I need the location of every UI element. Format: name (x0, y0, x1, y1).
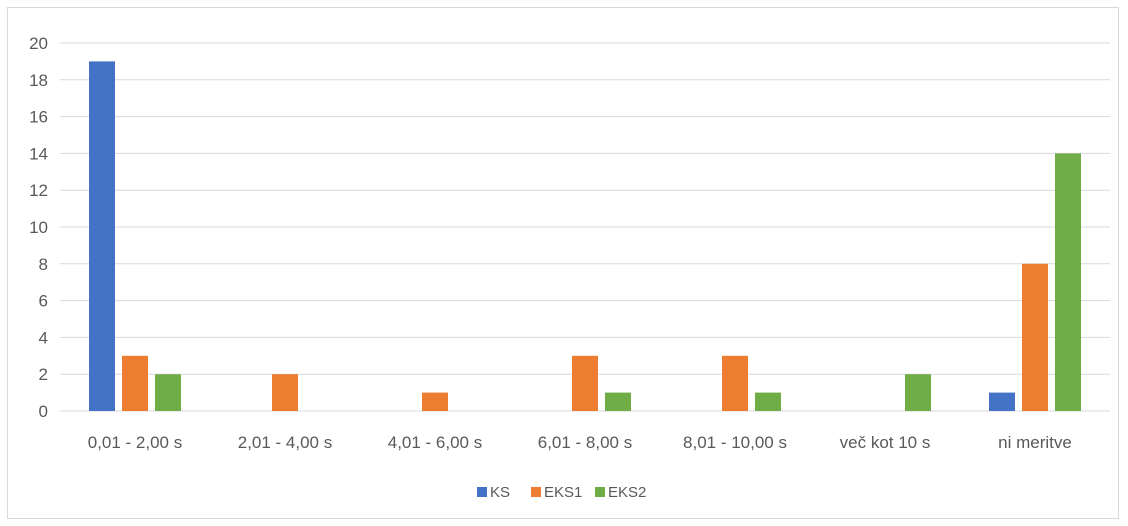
y-tick-label: 2 (39, 365, 48, 384)
bar-eks2-4 (755, 392, 781, 411)
bar-ks-6 (989, 392, 1015, 411)
gridlines (60, 42, 1110, 412)
bar-eks1-4 (722, 355, 748, 411)
x-axis-ticks: 0,01 - 2,00 s 2,01 - 4,00 s 4,01 - 6,00 s 6… (88, 433, 1072, 452)
x-tick-label: ni meritve (998, 433, 1072, 452)
bar-eks1-2 (422, 392, 448, 411)
y-tick-label: 16 (29, 108, 48, 127)
x-tick-label: 0,01 - 2,00 s (88, 433, 183, 452)
bar-eks1-0 (122, 355, 148, 411)
y-axis-ticks: 0 2 4 6 8 10 12 14 16 18 20 (29, 34, 48, 421)
legend-swatch-eks2 (595, 487, 605, 497)
bar-eks2-3 (605, 392, 631, 411)
bar-eks1-1 (272, 374, 298, 411)
y-tick-label: 12 (29, 181, 48, 200)
bar-eks2-5 (905, 374, 931, 411)
bar-eks2-6 (1055, 153, 1081, 411)
bar-eks1-3 (572, 355, 598, 411)
legend-swatch-ks (477, 487, 487, 497)
x-tick-label: več kot 10 s (840, 433, 931, 452)
y-tick-label: 14 (29, 144, 48, 163)
bar-eks2-0 (155, 374, 181, 411)
bars (89, 61, 1081, 412)
x-tick-label: 6,01 - 8,00 s (538, 433, 633, 452)
x-tick-label: 2,01 - 4,00 s (238, 433, 333, 452)
x-tick-label: 8,01 - 10,00 s (683, 433, 787, 452)
bar-ks-0 (89, 61, 115, 412)
x-tick-label: 4,01 - 6,00 s (388, 433, 483, 452)
y-tick-label: 6 (39, 292, 48, 311)
y-tick-label: 18 (29, 71, 48, 90)
legend-label-eks2: EKS2 (608, 484, 646, 501)
legend-label-eks1: EKS1 (544, 484, 582, 501)
y-tick-label: 4 (39, 328, 48, 347)
legend-label-ks: KS (490, 484, 510, 501)
y-tick-label: 20 (29, 34, 48, 53)
y-tick-label: 8 (39, 255, 48, 274)
legend: KS EKS1 EKS2 (477, 484, 646, 501)
y-tick-label: 10 (29, 218, 48, 237)
legend-swatch-eks1 (531, 487, 541, 497)
bar-eks1-6 (1022, 263, 1048, 411)
y-tick-label: 0 (39, 402, 48, 421)
chart-frame (7, 7, 1119, 519)
